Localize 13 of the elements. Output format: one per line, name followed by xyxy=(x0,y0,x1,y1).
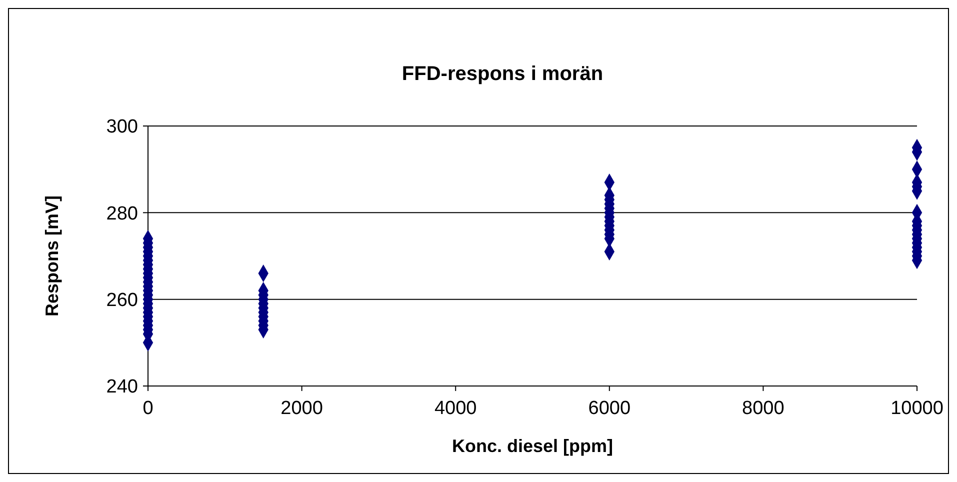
x-axis-title: Konc. diesel [ppm] xyxy=(452,436,614,456)
y-tick-label: 260 xyxy=(106,290,138,311)
x-tick-label: 4000 xyxy=(434,398,477,419)
y-tick-label: 300 xyxy=(106,116,138,138)
x-tick-label: 8000 xyxy=(742,398,784,419)
x-tick-label: 2000 xyxy=(280,398,323,419)
chart-title: FFD-respons i morän xyxy=(402,63,604,85)
y-tick-label: 280 xyxy=(106,203,138,224)
x-tick-label: 0 xyxy=(142,398,154,419)
y-tick-label: 240 xyxy=(106,376,138,398)
x-tick-label: 6000 xyxy=(588,398,631,419)
x-tick-label: 10000 xyxy=(890,398,944,419)
y-axis-title: Respons [mV] xyxy=(42,195,62,317)
